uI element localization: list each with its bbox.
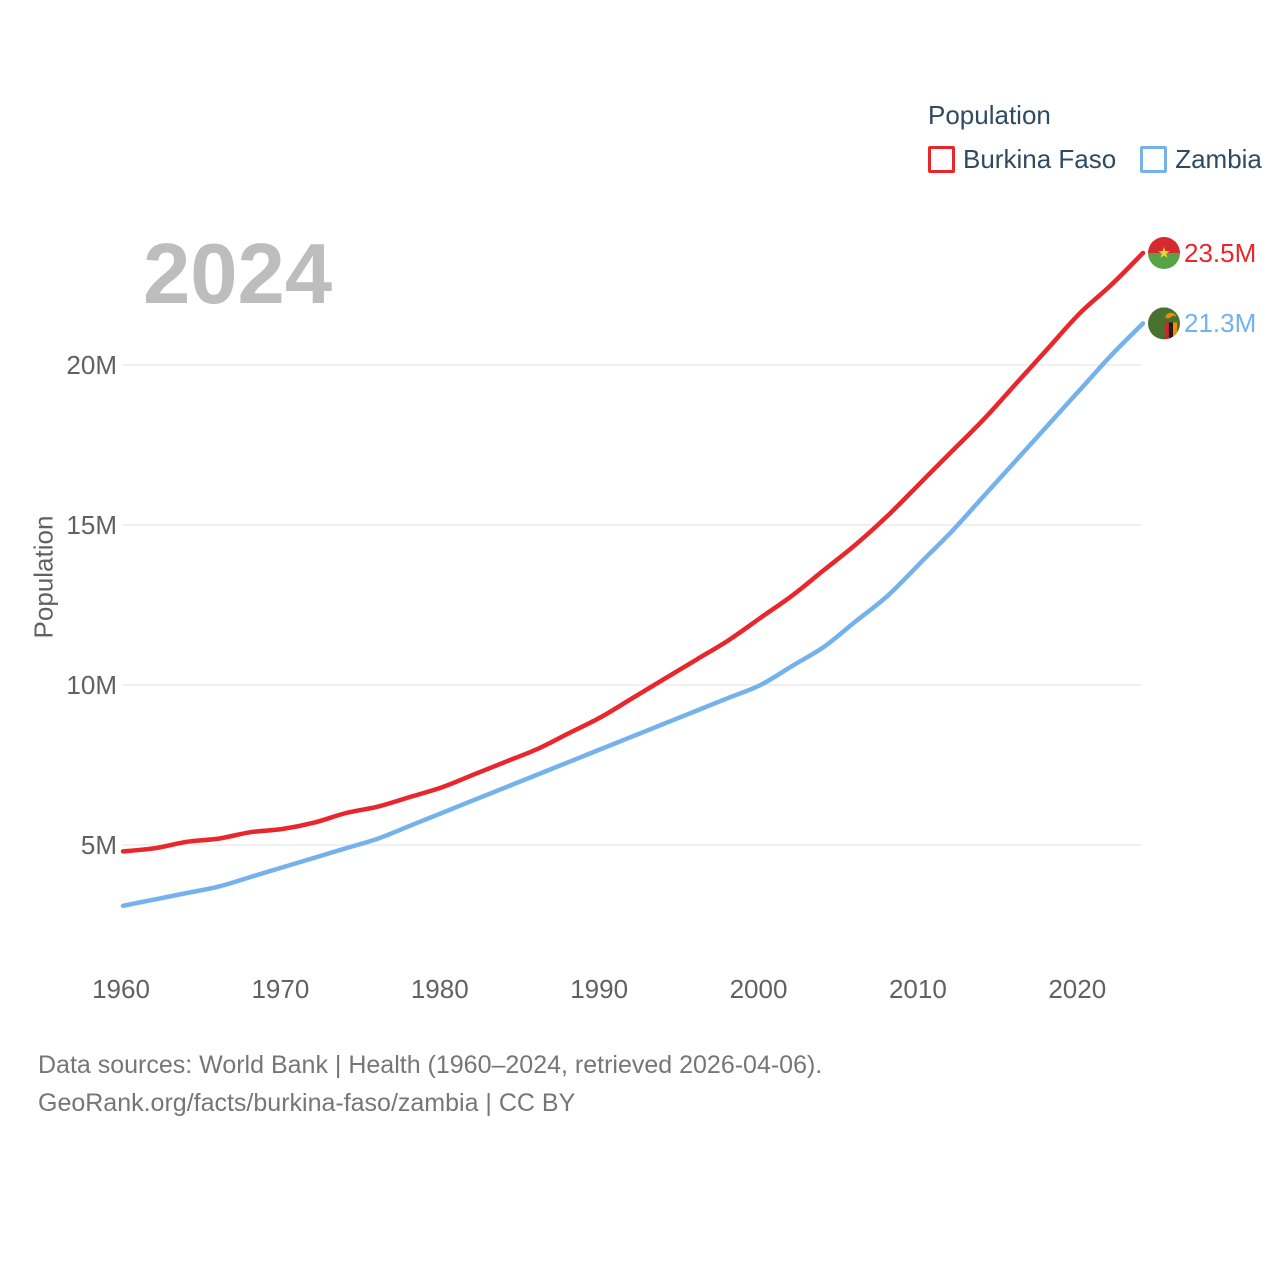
legend: Population Burkina Faso Zambia xyxy=(928,100,1262,175)
legend-swatch-burkina-faso xyxy=(928,146,955,173)
end-value-burkina-faso: 23.5M xyxy=(1184,238,1257,268)
year-watermark: 2024 xyxy=(143,227,333,322)
source-note: Data sources: World Bank | Health (1960–… xyxy=(38,1046,822,1122)
source-line-2: GeoRank.org/facts/burkina-faso/zambia | … xyxy=(38,1089,576,1117)
legend-label-burkina-faso: Burkina Faso xyxy=(963,144,1117,174)
x-tick-1980: 1980 xyxy=(410,974,469,1004)
x-tick-1990: 1990 xyxy=(570,974,629,1004)
series-line-burkina-faso[interactable] xyxy=(120,250,1146,854)
legend-item-burkina-faso[interactable]: Burkina Faso xyxy=(928,144,1116,175)
legend-title: Population xyxy=(928,100,1051,130)
legend-items: Burkina Faso Zambia xyxy=(928,144,1262,175)
series-line-zambia[interactable] xyxy=(120,321,1146,909)
legend-swatch-zambia xyxy=(1140,146,1168,173)
y-tick-10M: 10M xyxy=(66,670,117,700)
x-tick-2000: 2000 xyxy=(729,974,788,1004)
burkina-faso-flag-icon xyxy=(1148,237,1180,269)
source-line-1: Data sources: World Bank | Health (1960–… xyxy=(38,1051,823,1079)
y-tick-15M: 15M xyxy=(66,510,117,540)
end-value-zambia: 21.3M xyxy=(1184,308,1257,339)
zambia-flag-icon xyxy=(1148,307,1180,340)
x-tick-2010: 2010 xyxy=(888,974,947,1004)
x-tick-1970: 1970 xyxy=(251,974,310,1004)
y-tick-20M: 20M xyxy=(66,350,117,380)
legend-item-zambia[interactable]: Zambia xyxy=(1140,144,1262,175)
legend-label-zambia: Zambia xyxy=(1175,144,1262,174)
y-tick-5M: 5M xyxy=(80,830,117,860)
x-tick-1960: 1960 xyxy=(92,974,150,1004)
x-tick-2020: 2020 xyxy=(1048,974,1107,1004)
